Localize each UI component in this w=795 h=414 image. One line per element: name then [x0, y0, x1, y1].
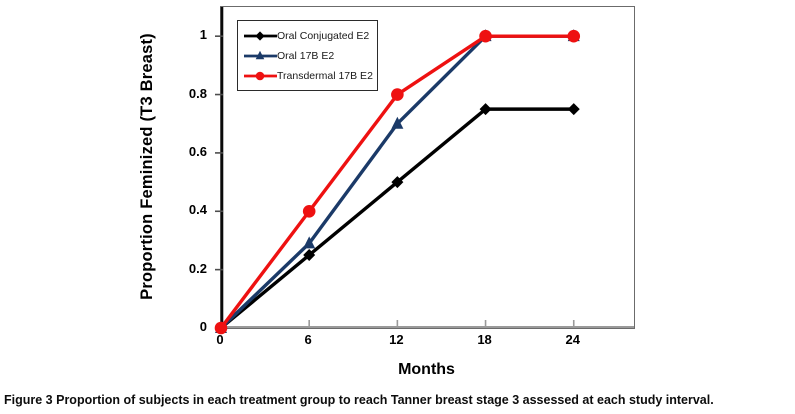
- legend-label: Oral 17B E2: [277, 50, 335, 62]
- data-point-diamond: [479, 103, 492, 116]
- data-point-circle: [479, 29, 492, 43]
- figure-caption-text: Proportion of subjects in each treatment…: [56, 393, 714, 407]
- chart-canvas: [214, 7, 634, 335]
- data-point-circle: [302, 204, 316, 218]
- legend-label: Transdermal 17B E2: [277, 70, 373, 82]
- data-point-circle: [391, 88, 404, 101]
- series-line: [219, 107, 574, 330]
- data-point-diamond: [567, 103, 580, 116]
- y-axis-title: Proportion Feminized (T3 Breast): [130, 6, 164, 327]
- series-diamond: [215, 103, 580, 334]
- x-tick-label: 6: [304, 332, 312, 347]
- legend-label: Oral Conjugated E2: [277, 30, 370, 42]
- y-tick-label: 0.4: [188, 202, 207, 218]
- y-tick-label: 0.2: [188, 260, 207, 276]
- legend-key-triangle-icon: [244, 50, 277, 60]
- data-point-triangle: [391, 116, 404, 129]
- data-point-diamond: [255, 31, 265, 41]
- data-point-circle: [255, 71, 265, 81]
- y-tick-label: 1: [199, 27, 207, 43]
- y-tick-label: 0.6: [188, 143, 207, 159]
- data-point-circle: [214, 321, 228, 335]
- data-point-triangle: [255, 50, 265, 60]
- legend: Oral Conjugated E2 Oral 17B E2 Transdermal…: [237, 20, 378, 91]
- x-tick-label: 0: [216, 332, 224, 347]
- data-point-triangle: [303, 236, 316, 249]
- figure-caption: Figure 3 Proportion of subjects in each …: [4, 393, 792, 407]
- series-circle: [214, 29, 581, 335]
- legend-item: Transdermal 17B E2: [244, 66, 373, 86]
- y-tick-label: 0: [199, 319, 207, 334]
- figure-caption-label: Figure 3: [4, 393, 53, 407]
- x-tick-label: 12: [389, 332, 404, 347]
- plot-area: Oral Conjugated E2 Oral 17B E2 Transdermal…: [214, 6, 635, 335]
- y-tick-label: 0.8: [188, 85, 207, 101]
- legend-key-diamond-icon: [244, 31, 277, 41]
- data-point-diamond: [391, 176, 404, 189]
- x-tick-label: 24: [565, 332, 580, 347]
- data-point-diamond: [303, 249, 316, 262]
- legend-item: Oral Conjugated E2: [244, 26, 373, 46]
- x-tick-label: 18: [477, 332, 492, 347]
- legend-item: Oral 17B E2: [244, 46, 373, 66]
- legend-key-circle-icon: [244, 71, 277, 81]
- x-axis-title: Months: [398, 361, 455, 378]
- data-point-circle: [567, 29, 581, 43]
